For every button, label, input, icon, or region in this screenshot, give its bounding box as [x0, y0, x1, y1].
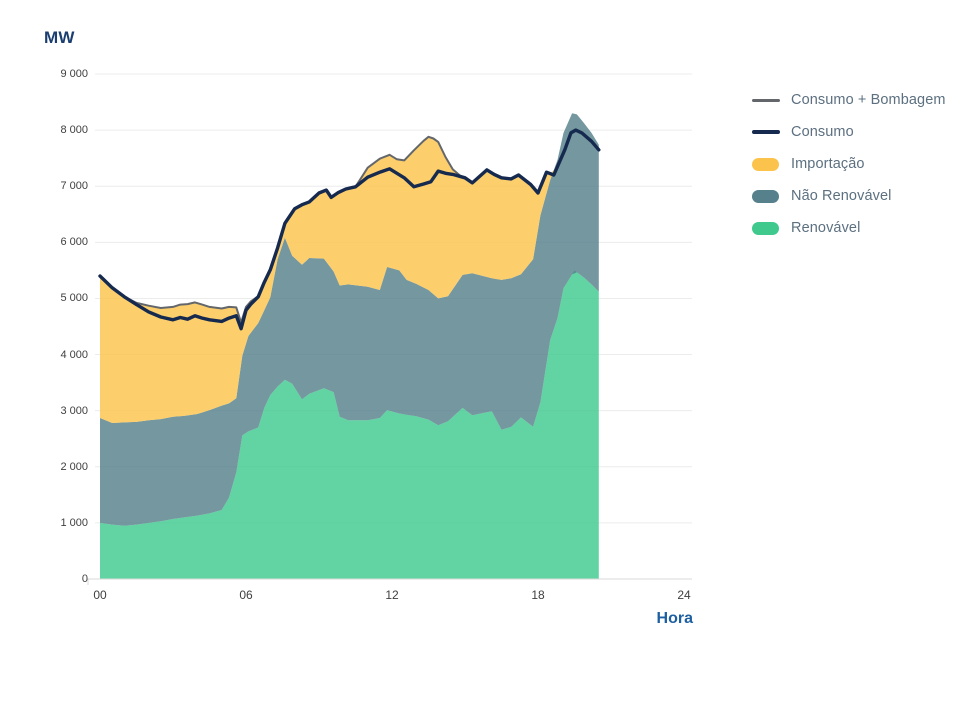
legend-item-importacao[interactable]: Importação — [752, 148, 961, 180]
y-tick-label-1000: 1 000 — [60, 516, 88, 529]
legend-swatch-consumo-bombagem-line-icon — [752, 98, 780, 102]
legend-label-importacao: Importação — [791, 156, 865, 172]
legend-swatch-nao-renovavel-pill-icon — [752, 189, 780, 203]
legend-label-nao-renovavel: Não Renovável — [791, 188, 892, 204]
area-importacao — [100, 113, 599, 424]
y-axis-title: MW — [44, 28, 75, 47]
chart-legend: Consumo + Bombagem Consumo Importação Não R… — [752, 84, 961, 244]
legend-label-consumo: Consumo — [791, 124, 854, 140]
y-tick-label-4000: 4 000 — [60, 348, 88, 361]
x-axis-title: Hora — [656, 610, 693, 627]
legend-swatch-renovavel-pill-icon — [752, 221, 780, 235]
legend-item-renovavel[interactable]: Renovável — [752, 212, 961, 244]
legend-item-consumo[interactable]: Consumo — [752, 116, 961, 148]
y-tick-label-5000: 5 000 — [60, 292, 88, 305]
legend-label-renovavel: Renovável — [791, 220, 861, 236]
line-consumo — [98, 128, 601, 331]
y-tick-label-8000: 8 000 — [60, 124, 88, 137]
x-tick-label-00: 00 — [93, 588, 107, 602]
y-tick-label-7000: 7 000 — [60, 180, 88, 193]
y-tick-label-9000: 9 000 — [60, 68, 88, 80]
x-tick-label-18: 18 — [531, 588, 545, 602]
legend-item-consumo-bombagem[interactable]: Consumo + Bombagem — [752, 84, 961, 116]
x-tick-label-06: 06 — [239, 588, 253, 602]
legend-label-consumo-bombagem: Consumo + Bombagem — [791, 92, 946, 108]
legend-item-nao-renovavel[interactable]: Não Renovável — [752, 180, 961, 212]
y-tick-label-0: 0 — [81, 573, 88, 585]
legend-swatch-importacao-pill-icon — [752, 157, 780, 171]
x-tick-label-12: 12 — [385, 588, 399, 602]
y-tick-label-6000: 6 000 — [60, 236, 88, 249]
y-tick-label-3000: 3 000 — [60, 404, 88, 417]
x-tick-label-24: 24 — [677, 588, 691, 602]
area-renovavel — [100, 270, 599, 579]
area-nao-renovavel — [100, 113, 599, 526]
legend-swatch-consumo-line-icon — [752, 130, 780, 134]
y-tick-label-2000: 2 000 — [60, 460, 88, 473]
